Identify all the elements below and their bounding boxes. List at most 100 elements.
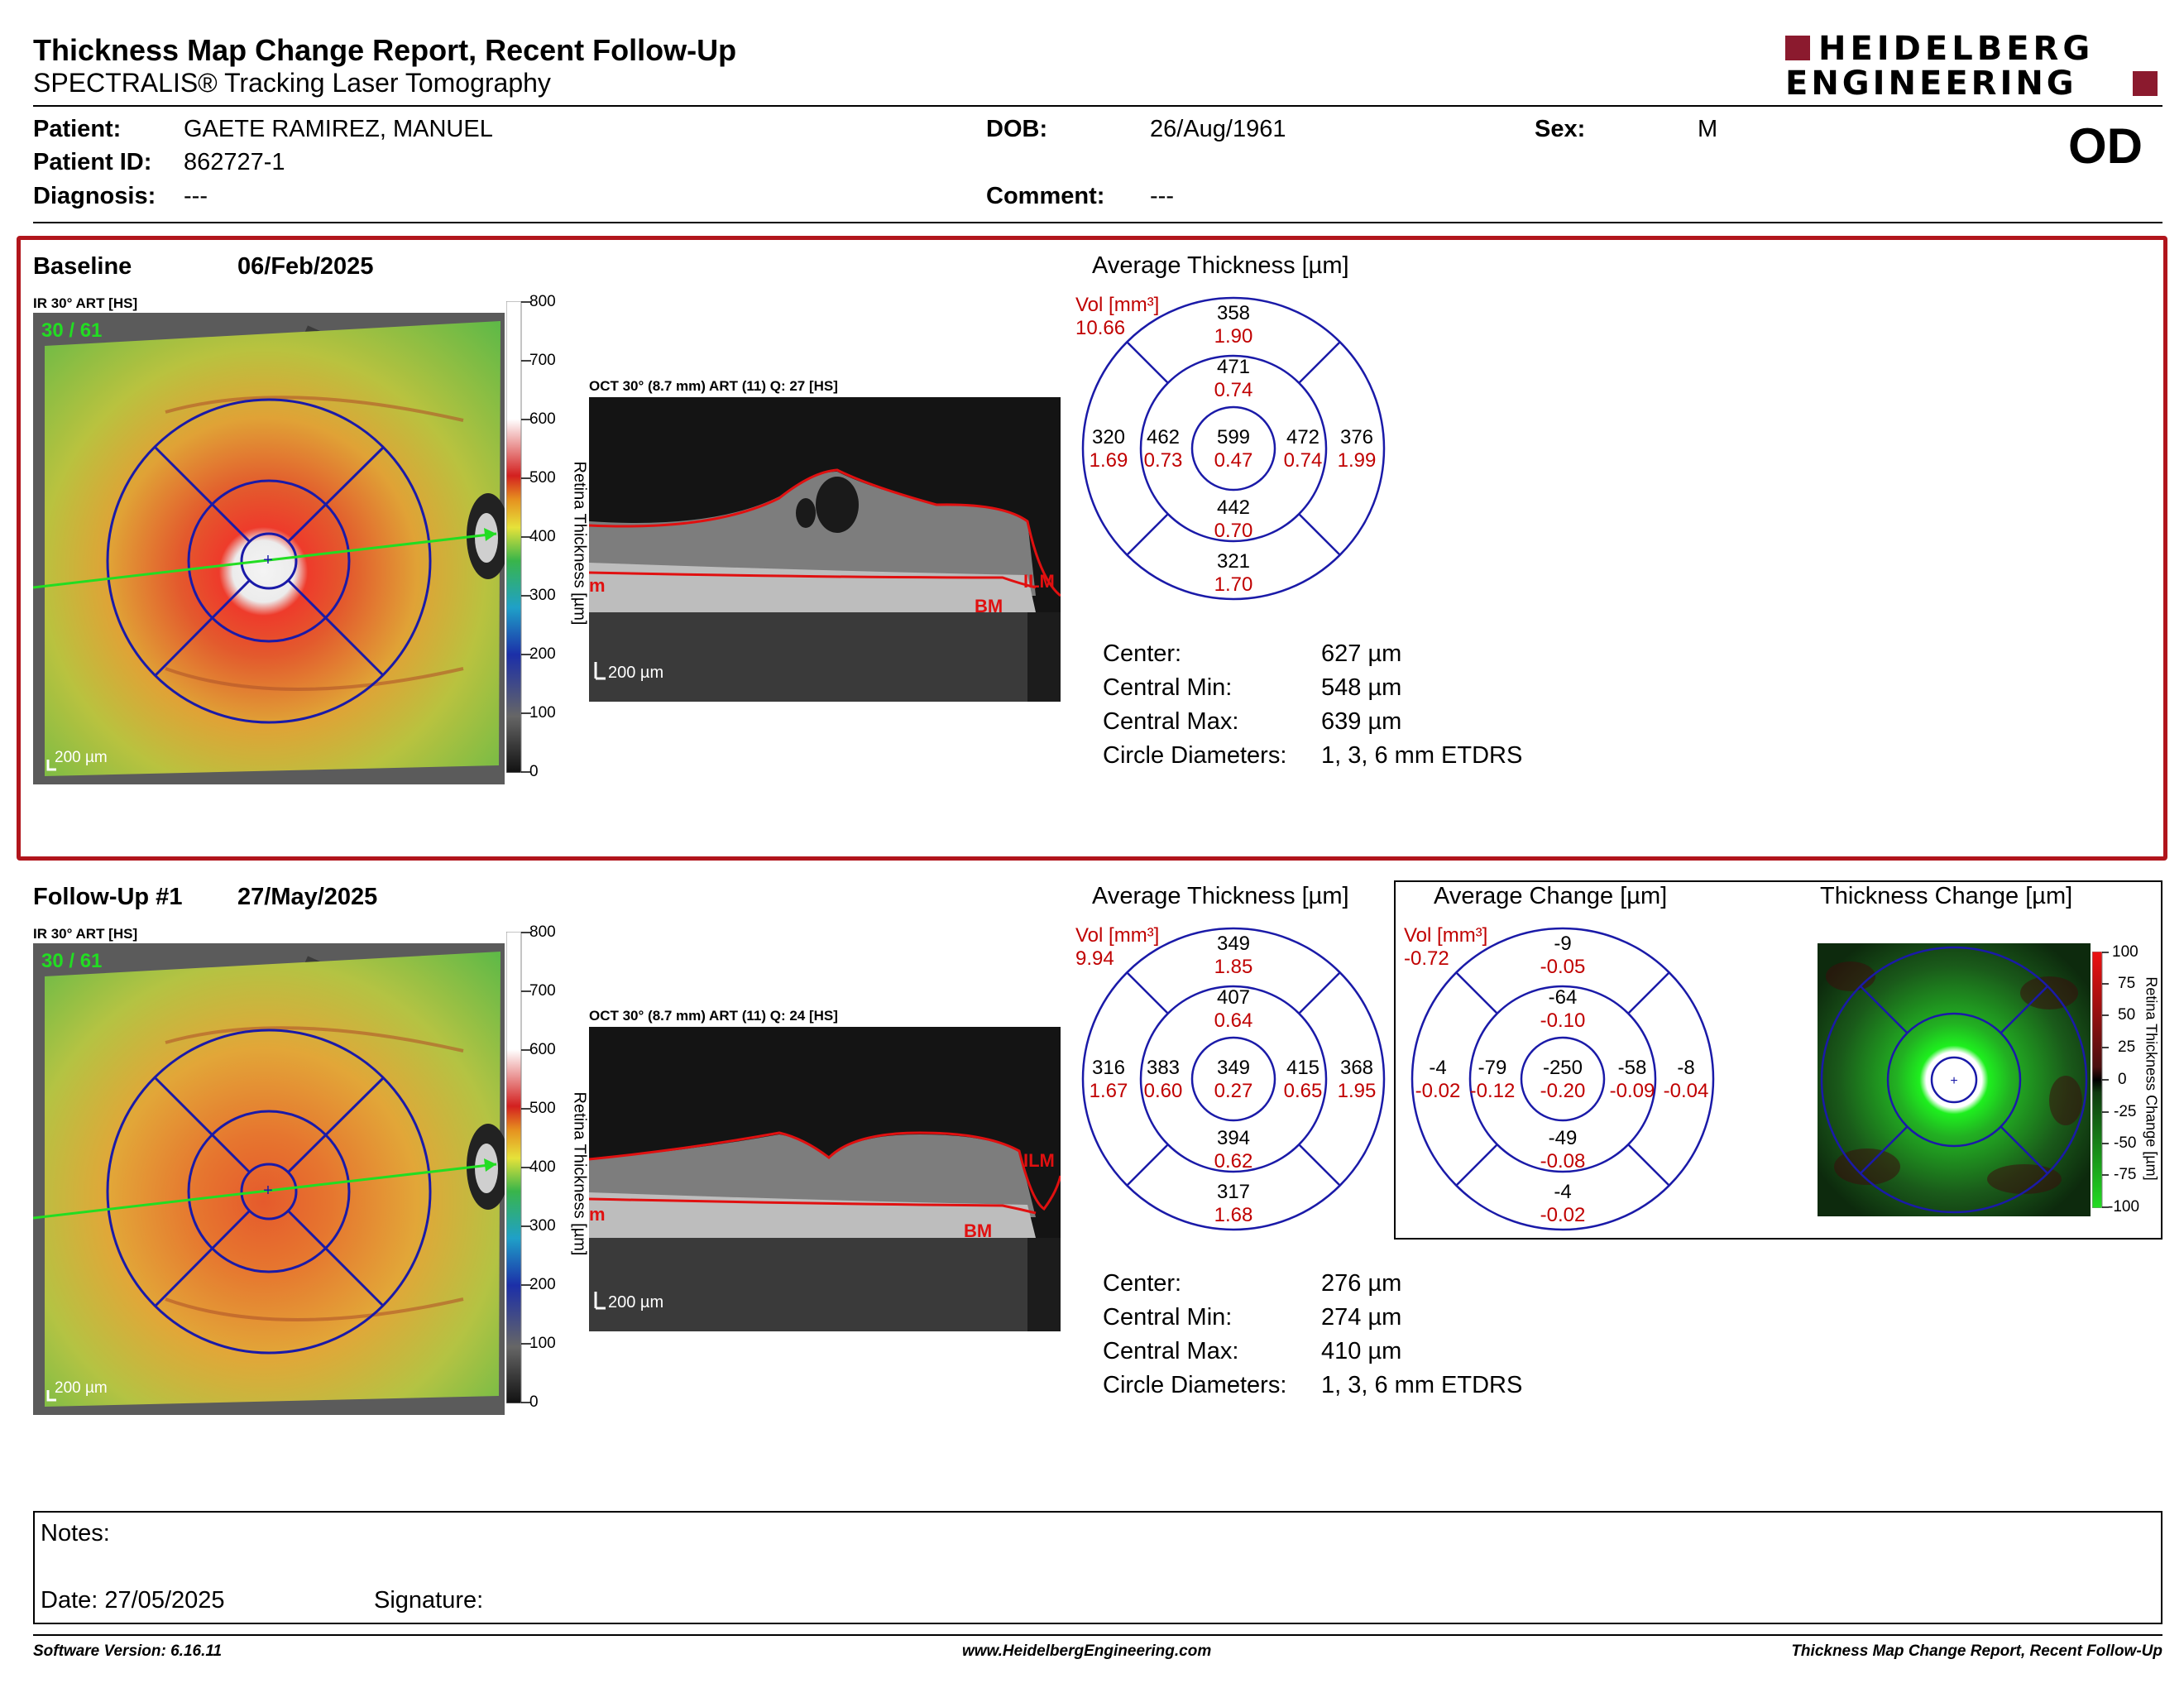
- change-colorbar-tick: 100: [2112, 943, 2138, 961]
- change-colorbar-tick: 75: [2118, 975, 2136, 992]
- baseline-colorbar-tick: 700: [529, 352, 556, 369]
- diagnosis-label: Diagnosis:: [33, 183, 156, 209]
- dob-label: DOB:: [986, 116, 1048, 142]
- notes-box[interactable]: [33, 1511, 2162, 1624]
- baseline-ir-scale: 200 µm: [55, 749, 108, 766]
- baseline-outer-nasal: 376 1.99: [1337, 426, 1377, 472]
- comment-label: Comment:: [986, 183, 1105, 209]
- baseline-label: Baseline: [33, 253, 132, 280]
- footer-software: Software Version: 6.16.11: [33, 1642, 223, 1660]
- baseline-frame: [17, 236, 2167, 861]
- notes-label: Notes:: [41, 1520, 110, 1547]
- notes-signature: Signature:: [374, 1587, 484, 1614]
- notes-date: Date: 27/05/2025: [41, 1587, 225, 1614]
- baseline-colorbar: [506, 301, 531, 773]
- change-inner-superior: -64 -0.10: [1540, 986, 1586, 1032]
- dob-value: 26/Aug/1961: [1150, 116, 1286, 142]
- change-outer-superior: -9 -0.05: [1540, 933, 1586, 978]
- baseline-oct-im: m: [589, 575, 606, 596]
- followup-avg-title: Average Thickness [µm]: [1092, 883, 1349, 909]
- baseline-outer-temporal: 320 1.69: [1089, 426, 1128, 472]
- baseline-colorbar-tick: 400: [529, 528, 556, 545]
- followup-inner-superior: 407 0.64: [1214, 986, 1253, 1032]
- followup-colorbar-tick: 600: [529, 1041, 556, 1058]
- sex-value: M: [1698, 116, 1718, 142]
- followup-colorbar-tick: 200: [529, 1276, 556, 1293]
- patient-rule: [33, 222, 2162, 223]
- baseline-date: 06/Feb/2025: [237, 253, 374, 280]
- baseline-vol-label: Vol [mm³]: [1075, 294, 1160, 316]
- followup-outer-temporal: 316 1.67: [1089, 1057, 1128, 1102]
- logo-line2: ENGINEERING: [1785, 65, 2077, 103]
- change-center: -250 -0.20: [1540, 1057, 1586, 1102]
- change-colorbar-label: Retina Thickness Change [µm]: [2143, 976, 2160, 1181]
- change-colorbar: [2092, 952, 2109, 1208]
- followup-colorbar-tick: 400: [529, 1158, 556, 1176]
- change-etdrs-grid: [1410, 927, 1715, 1231]
- patient-id-label: Patient ID:: [33, 149, 152, 175]
- change-vol-label: Vol [mm³]: [1404, 924, 1488, 947]
- baseline-colorbar-label: Retina Thickness [µm]: [570, 461, 589, 626]
- change-outer-temporal: -4 -0.02: [1415, 1057, 1461, 1102]
- followup-oct-im: m: [589, 1204, 606, 1225]
- logo-line1: HEIDELBERG: [1818, 30, 2095, 68]
- diagnosis-value: ---: [184, 183, 208, 209]
- followup-colorbar-tick: 300: [529, 1217, 556, 1235]
- followup-ir-thickness-map: +: [33, 943, 505, 1415]
- patient-name: GAETE RAMIREZ, MANUEL: [184, 116, 493, 142]
- baseline-colorbar-tick: 0: [529, 763, 539, 780]
- svg-text:+: +: [263, 1182, 273, 1200]
- change-map-title: Thickness Change [µm]: [1820, 883, 2073, 909]
- followup-colorbar-tick: 800: [529, 923, 556, 941]
- baseline-colorbar-tick: 500: [529, 469, 556, 487]
- followup-vol-label: Vol [mm³]: [1075, 924, 1160, 947]
- baseline-oct-label: OCT 30° (8.7 mm) ART (11) Q: 27 [HS]: [589, 378, 838, 394]
- baseline-outer-inferior: 321 1.70: [1214, 550, 1253, 596]
- change-inner-inferior: -49 -0.08: [1540, 1127, 1586, 1172]
- followup-outer-nasal: 368 1.95: [1337, 1057, 1377, 1102]
- followup-stats-labels: Center: Central Min: Central Max: Circle Di…: [1103, 1270, 1287, 1398]
- baseline-stats-labels: Center: Central Min: Central Max: Circle Di…: [1103, 640, 1287, 769]
- followup-vol-total: 9.94: [1075, 947, 1114, 970]
- change-avg-title: Average Change [µm]: [1434, 883, 1668, 909]
- patient-id: 862727-1: [184, 149, 285, 175]
- baseline-inner-superior: 471 0.74: [1214, 356, 1253, 401]
- change-colorbar-tick: -100: [2108, 1198, 2140, 1216]
- comment-value: ---: [1150, 183, 1174, 209]
- heidelberg-logo: HEIDELBERG ENGINEERING: [1779, 30, 2163, 103]
- change-inner-temporal: -79 -0.12: [1469, 1057, 1516, 1102]
- baseline-inner-nasal: 472 0.74: [1283, 426, 1323, 472]
- logo-square-top: [1785, 36, 1810, 60]
- followup-inner-inferior: 394 0.62: [1214, 1127, 1253, 1172]
- footer-rule: [33, 1634, 2162, 1636]
- footer-report: Thickness Map Change Report, Recent Foll…: [1791, 1642, 2162, 1660]
- followup-oct-ilm: ILM: [1023, 1150, 1055, 1171]
- thickness-change-map: +: [1818, 943, 2091, 1216]
- followup-ir-scale: 200 µm: [55, 1379, 108, 1397]
- followup-date: 27/May/2025: [237, 884, 378, 910]
- followup-outer-inferior: 317 1.68: [1214, 1181, 1253, 1226]
- baseline-colorbar-tick: 100: [529, 704, 556, 722]
- baseline-ir-thickness-map: +: [33, 313, 505, 784]
- followup-etdrs-grid: [1081, 927, 1386, 1231]
- followup-inner-nasal: 415 0.65: [1283, 1057, 1323, 1102]
- svg-text:+: +: [263, 551, 273, 569]
- baseline-oct-bm: BM: [975, 596, 1003, 616]
- followup-oct-bscan: [589, 1027, 1061, 1331]
- eye-label: OD: [2068, 118, 2143, 174]
- followup-outer-superior: 349 1.85: [1214, 933, 1253, 978]
- baseline-avg-title: Average Thickness [µm]: [1092, 252, 1349, 279]
- baseline-inner-temporal: 462 0.73: [1143, 426, 1183, 472]
- baseline-oct-ilm: ILM: [1023, 571, 1055, 592]
- baseline-outer-superior: 358 1.90: [1214, 302, 1253, 348]
- report-subtitle: SPECTRALIS® Tracking Laser Tomography: [33, 68, 551, 98]
- followup-colorbar-tick: 0: [529, 1393, 539, 1411]
- footer-website[interactable]: www.HeidelbergEngineering.com: [962, 1642, 1212, 1660]
- baseline-ir-label: IR 30° ART [HS]: [33, 295, 138, 311]
- change-colorbar-tick: -75: [2114, 1166, 2137, 1183]
- change-colorbar-tick: -25: [2114, 1103, 2137, 1120]
- baseline-colorbar-tick: 200: [529, 645, 556, 663]
- followup-label: Follow-Up #1: [33, 884, 183, 910]
- followup-center: 349 0.27: [1214, 1057, 1253, 1102]
- change-outer-nasal: -8 -0.04: [1663, 1057, 1709, 1102]
